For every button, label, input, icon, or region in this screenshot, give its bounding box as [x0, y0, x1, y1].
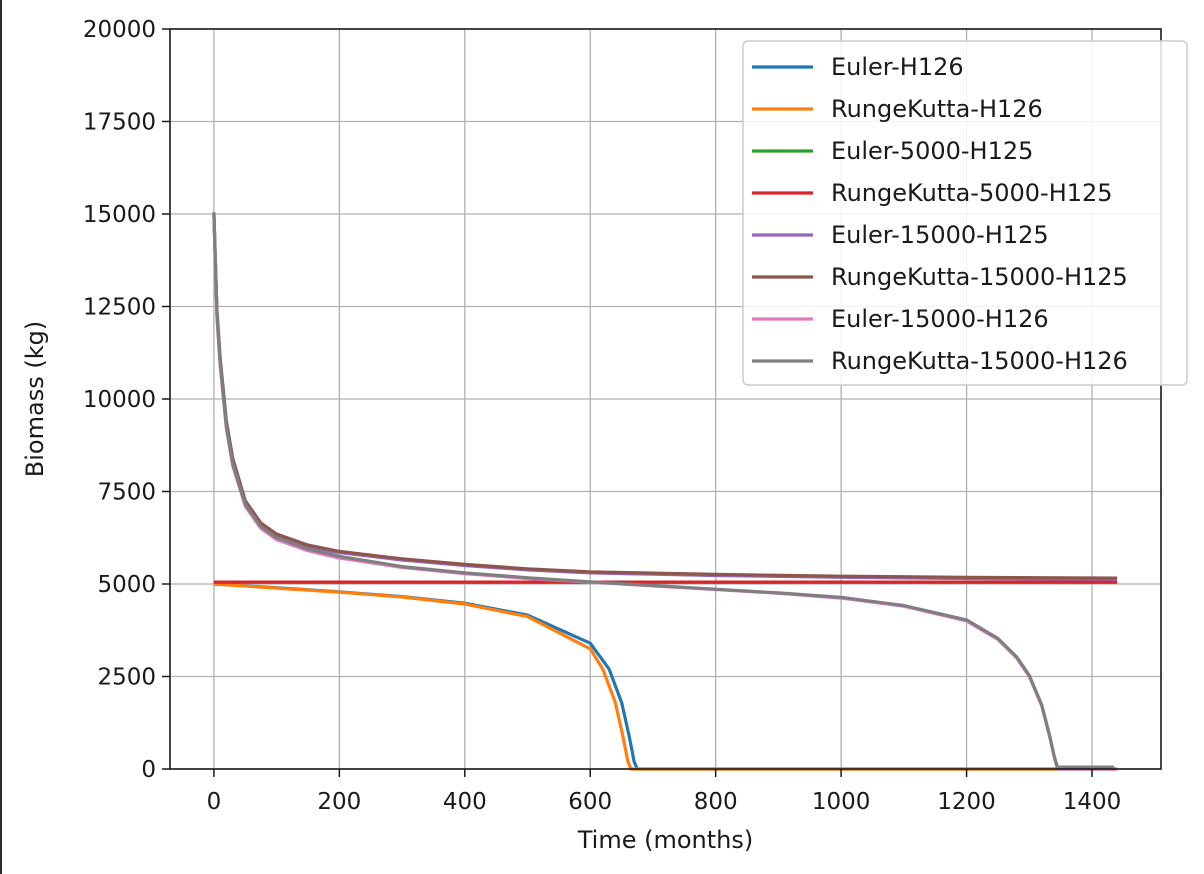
y-axis: 0 2500 5000 7500 10000 12500 15000 17500 20000: [83, 17, 170, 783]
legend-entry: Euler-15000-H126: [831, 305, 1049, 333]
legend-entry: RungeKutta-H126: [831, 95, 1043, 123]
x-tick-label: 800: [694, 789, 738, 815]
window-frame-edge: [0, 0, 2, 874]
x-tick-label: 1400: [1063, 789, 1122, 815]
legend-entry: RungeKutta-15000-H126: [831, 347, 1128, 375]
y-tick-label: 12500: [83, 295, 156, 321]
x-tick-label: 400: [443, 789, 487, 815]
legend-entry: Euler-5000-H125: [831, 137, 1033, 165]
x-tick-label: 200: [317, 789, 361, 815]
legend-entry: Euler-H126: [831, 53, 964, 81]
series-line-8: [212, 212, 1114, 769]
y-tick-label: 5000: [97, 572, 156, 598]
series-layer: [212, 212, 1118, 771]
legend-entry: RungeKutta-15000-H125: [831, 263, 1128, 291]
legend: Euler-H126 RungeKutta-H126 Euler-5000-H125…: [742, 40, 1188, 386]
y-axis-label: Biomass (kg): [21, 321, 49, 477]
y-tick-label: 7500: [97, 480, 156, 506]
x-tick-label: 1000: [812, 789, 871, 815]
y-tick-label: 17500: [83, 110, 156, 136]
x-axis: 0 200 400 600 800 1000 1200 1400: [207, 769, 1122, 815]
series-line-2: [213, 582, 1118, 771]
y-tick-label: 2500: [97, 665, 156, 691]
x-axis-label: Time (months): [577, 826, 754, 854]
y-tick-label: 10000: [83, 387, 156, 413]
y-tick-label: 0: [141, 757, 156, 783]
legend-box: [742, 40, 1188, 386]
legend-entry: Euler-15000-H125: [831, 221, 1049, 249]
legend-entry: RungeKutta-5000-H125: [831, 179, 1113, 207]
y-tick-label: 15000: [83, 202, 156, 228]
y-tick-label: 20000: [83, 17, 156, 43]
x-tick-label: 1200: [937, 789, 996, 815]
x-tick-label: 0: [207, 789, 222, 815]
x-tick-label: 600: [568, 789, 612, 815]
